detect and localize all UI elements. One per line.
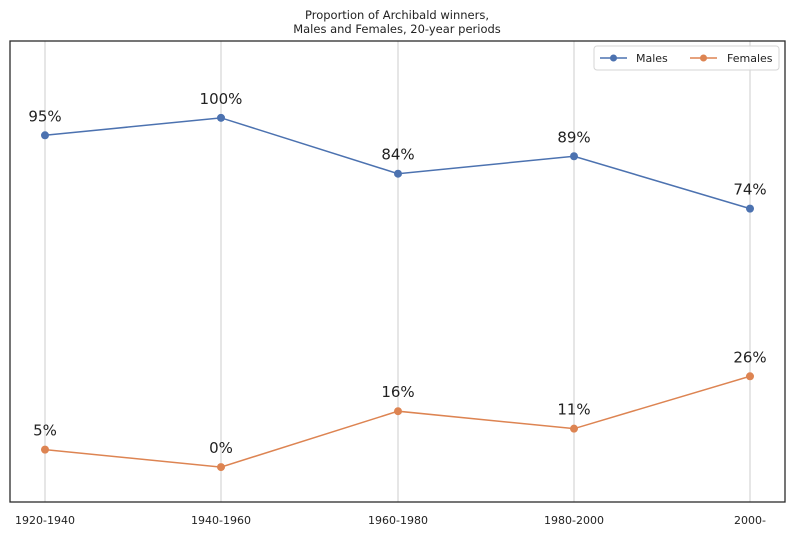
x-tick-label: 1960-1980 <box>368 514 428 527</box>
data-point-females <box>41 445 49 454</box>
data-label-females: 11% <box>557 401 590 419</box>
data-labels: 95% 100% 84% 89% 74% 5% 0% 16% 11% 26% <box>28 90 766 457</box>
data-label-females: 26% <box>733 348 766 366</box>
chart-title-line: Proportion of Archibald winners, <box>305 8 489 22</box>
data-label-males: 74% <box>733 181 766 199</box>
data-label-females: 16% <box>381 383 414 401</box>
x-tick-label: 1980-2000 <box>544 514 604 527</box>
legend-label-males: Males <box>636 52 668 65</box>
x-axis-ticks: 1920-1940 1940-1960 1960-1980 1980-2000 2000… <box>15 514 766 527</box>
x-tick-label: 1940-1960 <box>191 514 251 527</box>
x-tick-label: 2000- <box>734 514 766 527</box>
data-point-females <box>570 424 578 433</box>
data-point-males <box>41 131 49 140</box>
data-label-males: 100% <box>200 90 243 108</box>
data-label-females: 0% <box>209 439 233 457</box>
data-point-males <box>570 152 578 161</box>
plot-frame <box>9 40 786 503</box>
grid-lines <box>44 41 751 502</box>
legend-label-females: Females <box>727 52 773 65</box>
data-label-males: 84% <box>381 146 414 164</box>
x-tick-label: 1920-1940 <box>15 514 75 527</box>
chart-title-line: Males and Females, 20-year periods <box>293 22 501 36</box>
data-label-males: 89% <box>557 128 590 146</box>
data-point-females <box>746 372 754 381</box>
data-point-females <box>217 463 225 472</box>
chart-title: Proportion of Archibald winners,Males an… <box>293 8 501 36</box>
legend: Males Females <box>593 45 780 71</box>
data-point-males <box>746 204 754 213</box>
legend-marker-males <box>610 54 617 62</box>
data-points <box>41 113 754 472</box>
data-point-males <box>217 113 225 122</box>
data-point-males <box>394 169 402 178</box>
data-label-males: 95% <box>28 107 61 125</box>
legend-marker-females <box>700 54 707 62</box>
data-point-females <box>394 407 402 416</box>
legend-box <box>593 45 780 71</box>
data-label-females: 5% <box>33 422 57 440</box>
